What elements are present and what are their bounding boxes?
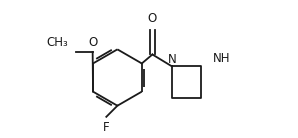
Text: O: O — [148, 12, 157, 25]
Text: CH₃: CH₃ — [46, 36, 68, 49]
Text: N: N — [168, 53, 176, 66]
Text: NH: NH — [213, 52, 231, 65]
Text: F: F — [103, 121, 110, 134]
Text: O: O — [88, 36, 97, 49]
